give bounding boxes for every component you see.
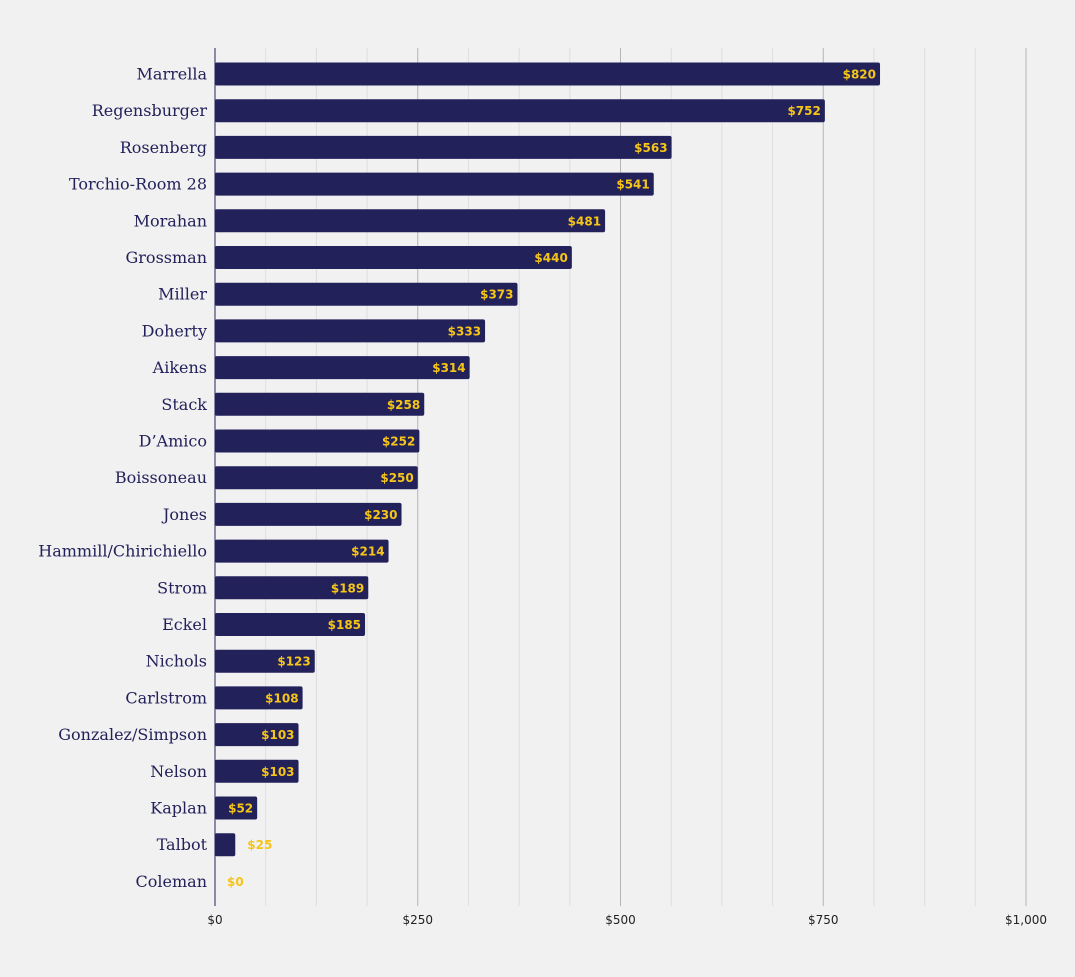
data-label: $820: [843, 68, 876, 82]
category-label: Strom: [157, 578, 207, 597]
bar: [215, 282, 518, 306]
category-label: Marrella: [137, 65, 208, 84]
bar: [215, 209, 606, 233]
data-label: $373: [480, 288, 513, 302]
category-label: Jones: [161, 505, 207, 524]
bar: [215, 99, 825, 123]
bar: [215, 246, 572, 269]
bar: [215, 759, 299, 783]
category-label: Aikens: [152, 358, 207, 377]
x-tick-label: $1,000: [1005, 913, 1047, 927]
axes: $0 $250 $500 $750 $1,000: [207, 48, 1047, 927]
bar: [215, 319, 486, 343]
category-label: Carlstrom: [125, 688, 207, 707]
category-label: Torchio-Room 28: [69, 175, 207, 194]
bar: [215, 833, 236, 857]
data-label: $481: [568, 214, 601, 228]
data-label: $541: [616, 178, 649, 192]
data-label: $185: [328, 618, 361, 632]
bar: [215, 796, 258, 820]
bar: [215, 686, 303, 710]
bar: [215, 429, 420, 453]
data-label: $103: [261, 728, 294, 742]
data-label: $563: [634, 141, 667, 155]
bar: [215, 539, 389, 563]
data-label: $250: [380, 471, 413, 485]
bar: [215, 466, 418, 490]
category-label: Stack: [161, 395, 207, 414]
bar: [215, 392, 425, 416]
category-label: Rosenberg: [120, 138, 207, 157]
category-label: Nichols: [146, 652, 207, 671]
bars: [215, 62, 881, 857]
labels: Marrella $820 Regensburger $752 Rosenberg $56…: [38, 65, 876, 891]
category-label: Talbot: [157, 835, 208, 854]
category-label: Eckel: [162, 615, 207, 634]
x-tick-label: $750: [808, 913, 839, 927]
bar: [215, 649, 315, 673]
bar: [215, 723, 299, 747]
category-label: Regensburger: [92, 101, 208, 120]
data-label: $314: [432, 361, 465, 375]
category-label: Boissoneau: [115, 468, 207, 487]
bar: [215, 172, 654, 196]
bar: [215, 502, 402, 526]
data-label: $258: [387, 398, 420, 412]
category-label: Kaplan: [150, 799, 207, 818]
data-label: $333: [448, 324, 481, 338]
data-label: $0: [227, 875, 244, 889]
data-label: $252: [382, 435, 415, 449]
category-label: Grossman: [126, 248, 208, 267]
data-label: $25: [247, 838, 272, 852]
data-label: $214: [351, 545, 384, 559]
data-label: $440: [534, 251, 567, 265]
category-label: D’Amico: [139, 432, 207, 451]
x-tick-label: $0: [207, 913, 222, 927]
x-tick-label: $500: [605, 913, 636, 927]
category-label: Morahan: [134, 211, 207, 230]
category-label: Miller: [158, 285, 207, 304]
bar: [215, 613, 366, 636]
category-label: Doherty: [142, 321, 207, 340]
data-label: $123: [277, 655, 310, 669]
bar: [215, 576, 369, 600]
category-label: Coleman: [136, 872, 207, 891]
bar: [215, 62, 881, 86]
data-label: $103: [261, 765, 294, 779]
data-label: $189: [331, 581, 364, 595]
bar: [215, 356, 470, 380]
data-label: $230: [364, 508, 397, 522]
category-label: Gonzalez/Simpson: [58, 725, 207, 744]
category-label: Hammill/Chirichiello: [38, 542, 207, 561]
data-label: $52: [228, 802, 253, 816]
x-tick-label: $250: [402, 913, 433, 927]
data-label: $752: [787, 104, 820, 118]
data-label: $108: [265, 691, 298, 705]
bar: [215, 135, 672, 159]
category-label: Nelson: [150, 762, 207, 781]
